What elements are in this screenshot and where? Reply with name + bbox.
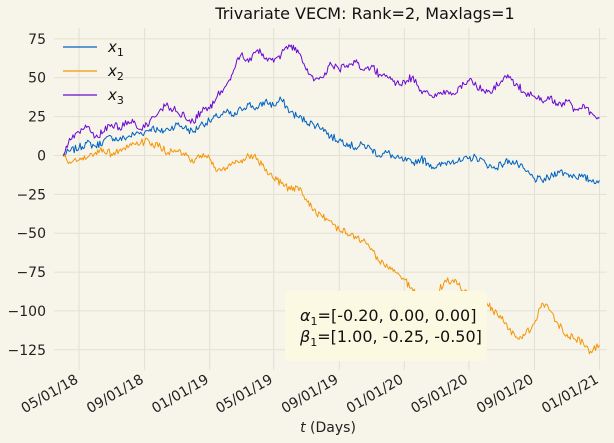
series-line-x3 [62,44,600,156]
y-tick-label: −125 [8,343,46,359]
annotation-background [285,291,487,361]
y-tick-label: −100 [8,304,46,320]
legend-label-var: x [107,38,117,56]
alpha-symbol: α [300,306,311,325]
legend-label-subscript: 3 [117,94,124,107]
beta-subscript: 1 [310,336,317,349]
annotation-box: α1=[-0.20, 0.00, 0.00] β1=[1.00, -0.25, … [285,291,487,361]
y-tick-label: 25 [28,110,46,126]
y-tick-label: −75 [16,265,46,281]
legend-label-subscript: 1 [117,46,124,59]
beta-values: =[1.00, -0.25, -0.50] [317,327,482,346]
legend-label-var: x [107,62,117,80]
legend-label-subscript: 2 [117,70,124,83]
y-tick-label: 50 [28,71,46,87]
alpha-subscript: 1 [311,315,318,328]
y-tick-label: −50 [16,226,46,242]
x-axis-label: t (Days) [300,420,356,436]
x-axis-label-var: t [300,420,306,436]
legend-label: x2 [107,62,124,83]
legend-label: x3 [107,86,124,107]
annotation-beta: β1=[1.00, -0.25, -0.50] [299,327,482,349]
x-axis-label-rest: (Days) [306,420,356,436]
chart-title: Trivariate VECM: Rank=2, Maxlags=1 [214,4,514,23]
series-line-x1 [62,96,600,185]
annotation-alpha: α1=[-0.20, 0.00, 0.00] [300,306,476,328]
grid-layer [54,28,607,370]
y-tick-label: 75 [28,32,46,48]
alpha-values: =[-0.20, 0.00, 0.00] [318,306,477,325]
legend-label-var: x [107,86,117,104]
y-tick-label: 0 [37,148,46,164]
legend-label: x1 [107,38,124,59]
series-line-x2 [62,137,600,355]
beta-symbol: β [299,327,310,346]
y-tick-label: −25 [16,187,46,203]
series-layer [62,44,600,355]
